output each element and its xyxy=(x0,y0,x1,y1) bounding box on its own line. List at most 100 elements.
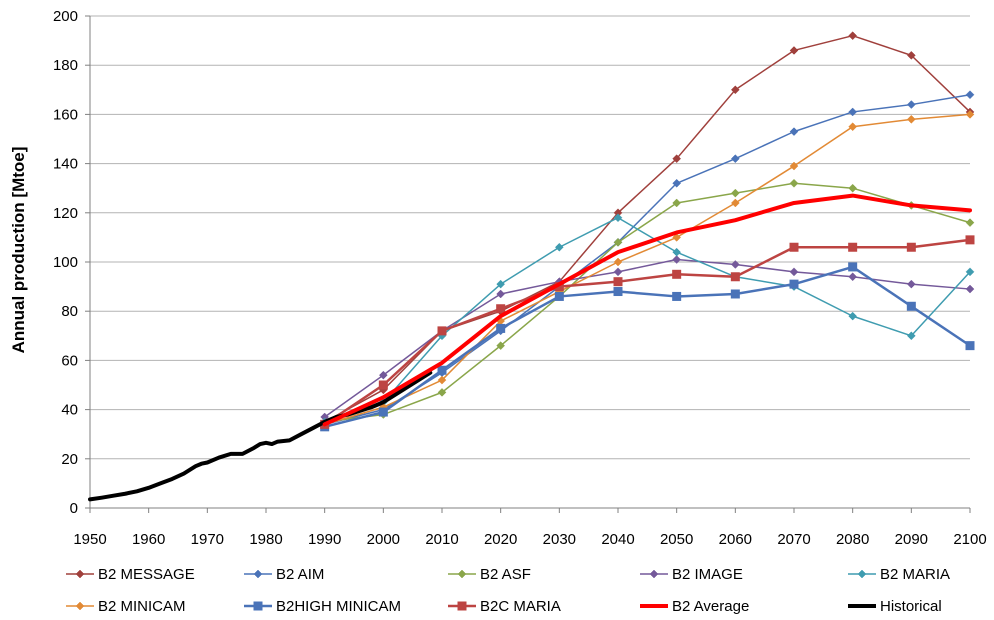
data-point xyxy=(672,154,682,164)
legend-item-b2-message: B2 MESSAGE xyxy=(66,566,195,583)
data-point xyxy=(554,291,564,301)
x-tick-label: 1960 xyxy=(132,531,165,548)
legend-item-b2-aim: B2 AIM xyxy=(244,566,324,583)
y-tick-label: 80 xyxy=(61,303,78,320)
y-tick-label: 40 xyxy=(61,402,78,419)
x-tick-labels: 1950 1960 1970 1980 1990 2000 2010 2020 2030 2040… xyxy=(73,531,986,548)
data-point xyxy=(906,331,916,341)
legend-item-b2-maria: B2 MARIA xyxy=(848,566,950,583)
series-lines xyxy=(88,31,975,502)
legend-item-b2-average: B2 Average xyxy=(640,598,749,615)
data-point xyxy=(672,178,682,188)
data-point xyxy=(965,284,975,294)
y-tick-label: 140 xyxy=(53,156,78,173)
series-b2high-minicam xyxy=(320,262,975,432)
legend-label: B2C MARIA xyxy=(480,598,561,615)
legend-marker xyxy=(457,601,467,611)
legend-item-b2-asf: B2 ASF xyxy=(448,566,531,583)
series-line-b2-minicam xyxy=(323,113,971,426)
legend-marker xyxy=(253,601,263,611)
data-point xyxy=(730,85,740,95)
legend-item-b2c-maria: B2C MARIA xyxy=(448,598,561,615)
series-line-b2-average xyxy=(322,193,972,427)
data-point xyxy=(672,233,682,242)
data-point xyxy=(789,161,799,171)
data-point xyxy=(437,326,447,336)
data-point xyxy=(789,127,799,136)
x-tick-label: 1950 xyxy=(73,531,106,548)
data-point xyxy=(730,272,740,282)
data-point xyxy=(848,311,858,321)
x-tick-label: 1970 xyxy=(191,531,224,548)
series-line-b2-asf xyxy=(323,182,971,423)
data-point xyxy=(848,242,858,252)
legend-marker xyxy=(857,569,867,579)
legend-label: B2 MINICAM xyxy=(98,598,186,615)
gridlines xyxy=(90,15,970,460)
series-line-b2-maria xyxy=(323,216,971,423)
data-point xyxy=(378,407,388,417)
data-point xyxy=(613,237,623,247)
legend-label: B2 Average xyxy=(672,598,749,615)
data-point xyxy=(906,51,916,60)
legend-item-b2-image: B2 IMAGE xyxy=(640,566,743,583)
legend-label: B2 IMAGE xyxy=(672,566,743,583)
legend-marker xyxy=(75,569,85,579)
y-axis-label: Annual production [Mtoe] xyxy=(9,147,28,354)
series-line-b2high-minicam xyxy=(323,265,972,429)
data-point xyxy=(437,388,447,397)
data-point xyxy=(906,301,916,311)
x-tick-label: 1990 xyxy=(308,531,341,548)
data-point xyxy=(789,178,799,188)
series-b2-maria xyxy=(320,213,975,427)
data-point xyxy=(613,213,623,223)
legend-marker xyxy=(253,569,263,579)
legend-label: B2 MESSAGE xyxy=(98,566,195,583)
data-point xyxy=(496,289,506,299)
series-b2-message xyxy=(320,31,975,427)
data-point xyxy=(906,114,916,124)
y-tick-label: 60 xyxy=(61,352,78,369)
data-point xyxy=(848,31,858,41)
data-point xyxy=(378,380,388,390)
axes xyxy=(85,15,971,513)
y-tick-label: 20 xyxy=(61,451,78,468)
legend-label: Historical xyxy=(880,598,942,615)
x-tick-label: 2000 xyxy=(367,531,400,548)
legend-marker xyxy=(75,601,85,611)
data-point xyxy=(730,198,740,208)
data-point xyxy=(554,282,564,292)
series-b2c-maria xyxy=(320,235,975,429)
series-line-b2-image xyxy=(323,258,971,418)
data-point xyxy=(730,154,740,164)
series-line-b2c-maria xyxy=(323,238,972,426)
x-tick-label: 1980 xyxy=(249,531,282,548)
data-point xyxy=(965,341,975,351)
y-tick-label: 180 xyxy=(53,57,78,74)
y-tick-labels: 0 20 40 60 80 100 120 140 160 180 200 xyxy=(53,8,78,517)
x-tick-label: 2100 xyxy=(953,531,986,548)
data-point xyxy=(906,279,916,289)
y-tick-label: 100 xyxy=(53,254,78,271)
data-point xyxy=(848,122,858,132)
data-point xyxy=(672,198,682,208)
legend-label: B2HIGH MINICAM xyxy=(276,598,401,615)
data-point xyxy=(613,267,623,277)
data-point xyxy=(613,287,623,297)
y-tick-label: 160 xyxy=(53,106,78,123)
data-point xyxy=(554,242,564,252)
data-point xyxy=(848,107,858,117)
y-tick-label: 0 xyxy=(70,500,78,517)
legend-label: B2 AIM xyxy=(276,566,324,583)
data-point xyxy=(789,267,799,277)
legend-item-b2high-minicam: B2HIGH MINICAM xyxy=(244,598,401,615)
data-point xyxy=(496,341,506,350)
series-line-historical xyxy=(88,370,433,502)
x-tick-label: 2010 xyxy=(425,531,458,548)
series-b2-asf xyxy=(320,178,975,427)
series-line-b2-aim xyxy=(323,93,971,426)
data-point xyxy=(965,90,975,100)
data-point xyxy=(906,100,916,109)
data-point xyxy=(789,242,799,252)
